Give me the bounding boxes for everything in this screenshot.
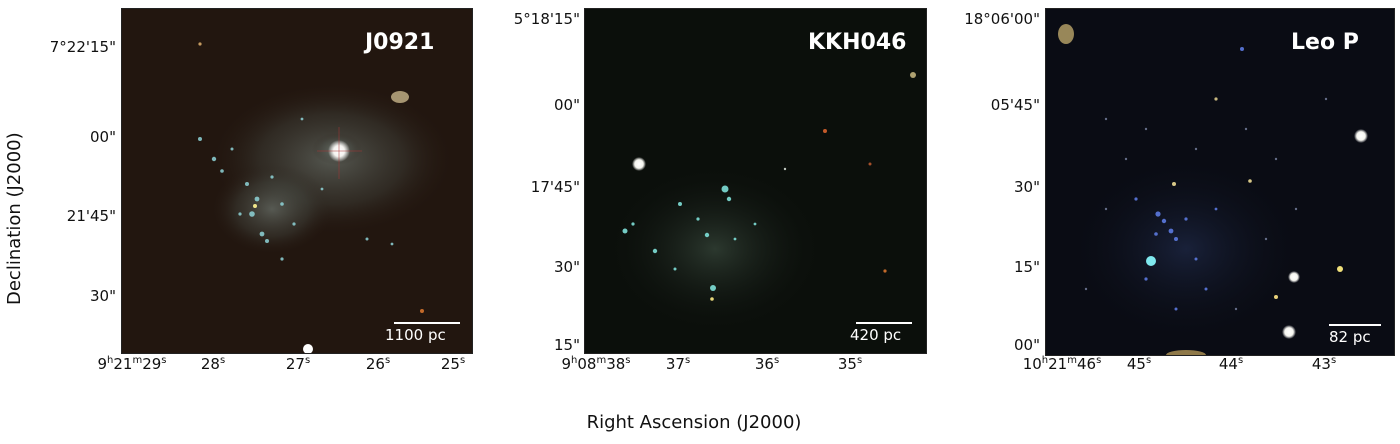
y-tick-kkh046: 30" [554,258,580,276]
x-tick-j0921: 9h21m29s [97,355,167,373]
panel-j0921-image [121,8,473,354]
x-tick-j0921: 25s [440,355,466,373]
x-tick-leop: 45s [1126,355,1152,373]
y-axis-label: Declination (J2000) [4,132,25,305]
y-tick-leop: 05'45" [990,96,1040,114]
panel-kkh046-image [584,8,927,354]
y-tick-leop: 00" [1014,336,1040,354]
x-tick-j0921: 26s [365,355,391,373]
panel-title-leop: Leo P [1291,30,1359,55]
scale-bar-j0921 [394,322,460,324]
x-tick-kkh046: 35s [837,355,863,373]
y-tick-kkh046: 17'45" [530,178,580,196]
y-tick-j0921: 21'45" [66,207,116,225]
scale-bar-kkh046 [856,322,912,324]
x-tick-j0921: 28s [200,355,226,373]
scale-label-kkh046: 420 pc [850,326,902,344]
y-tick-leop: 30" [1014,178,1040,196]
panel-leop-image [1045,8,1395,356]
j0921-sky-image [122,9,472,353]
x-tick-j0921: 27s [285,355,311,373]
scale-label-j0921: 1100 pc [385,326,446,344]
scale-bar-leop [1329,324,1381,326]
y-tick-kkh046: 15" [554,336,580,354]
y-tick-leop: 18°06'00" [964,10,1040,28]
x-tick-kkh046: 9h08m38s [561,355,631,373]
x-axis-label: Right Ascension (J2000) [586,412,802,433]
x-tick-leop: 10h21m46s [1022,355,1102,373]
y-tick-j0921: 30" [90,287,116,305]
panel-title-j0921: J0921 [365,30,435,55]
x-tick-leop: 44s [1218,355,1244,373]
y-tick-j0921: 00" [90,128,116,146]
x-tick-leop: 43s [1311,355,1337,373]
x-tick-kkh046: 37s [665,355,691,373]
scale-label-leop: 82 pc [1329,328,1371,346]
x-tick-kkh046: 36s [754,355,780,373]
kkh046-sky-image [585,9,926,353]
y-tick-leop: 15" [1014,258,1040,276]
y-tick-j0921: 7°22'15" [49,38,116,56]
y-tick-kkh046: 5°18'15" [513,10,580,28]
y-tick-kkh046: 00" [554,96,580,114]
leop-sky-image [1046,9,1394,355]
panel-title-kkh046: KKH046 [808,30,907,55]
